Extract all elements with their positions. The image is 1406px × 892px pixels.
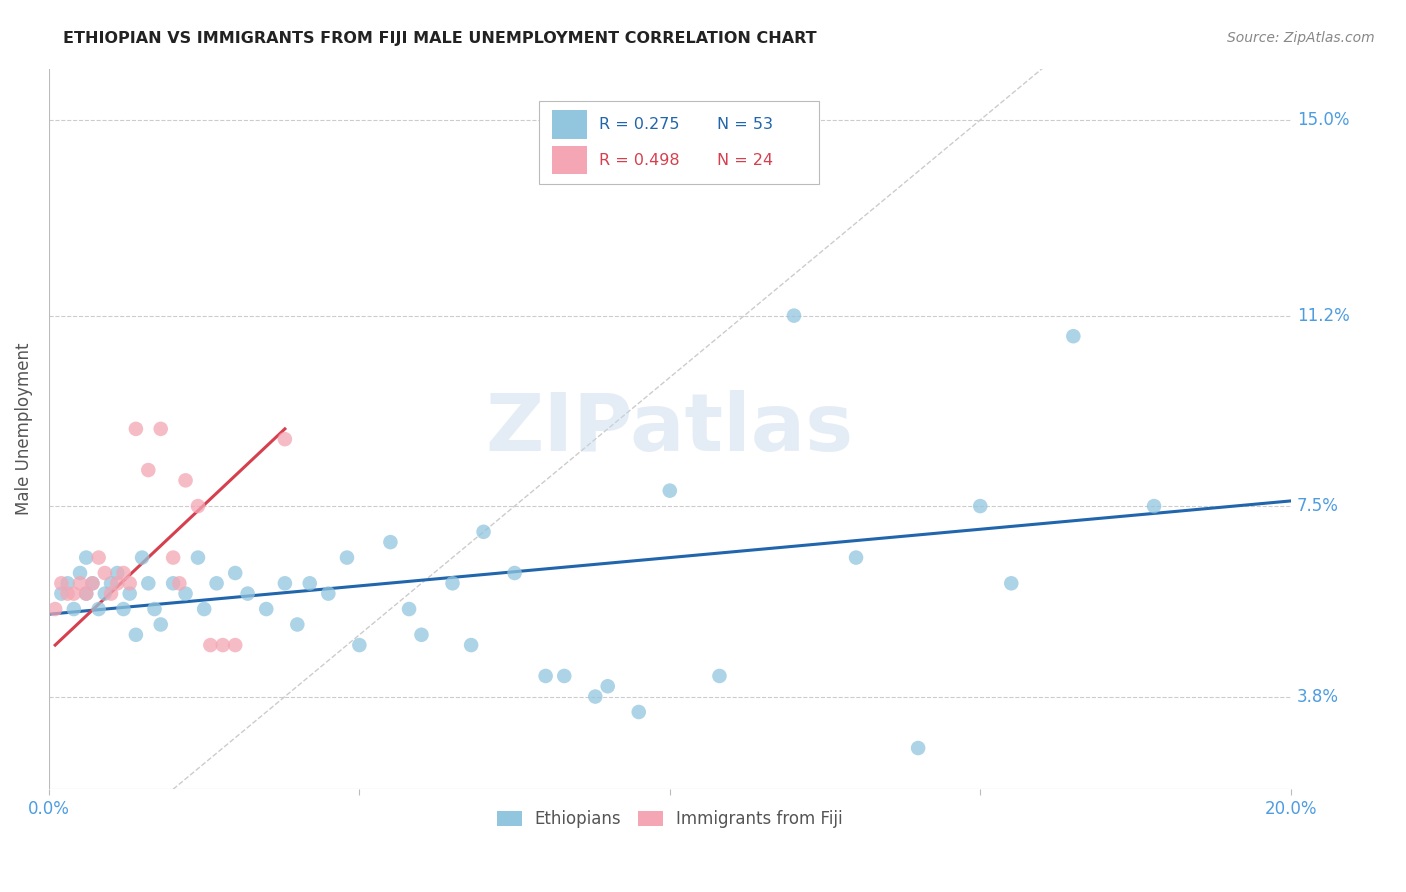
- Point: [75, 586, 97, 600]
- Point: [62, 586, 84, 600]
- Point: [125, 628, 148, 642]
- Point: [105, 576, 128, 591]
- Point: [349, 638, 371, 652]
- Point: [274, 576, 297, 591]
- Point: [174, 586, 197, 600]
- Point: [503, 566, 526, 580]
- Point: [82, 576, 104, 591]
- Point: [75, 586, 97, 600]
- Point: [658, 483, 681, 498]
- Point: [200, 638, 222, 652]
- Point: [44, 602, 66, 616]
- Point: [398, 602, 420, 616]
- Point: [1000, 576, 1022, 591]
- Point: [100, 576, 122, 591]
- Point: [411, 628, 433, 642]
- Point: [143, 602, 166, 616]
- Point: [254, 602, 277, 616]
- Text: ZIPatlas: ZIPatlas: [485, 390, 853, 468]
- Text: Source: ZipAtlas.com: Source: ZipAtlas.com: [1227, 31, 1375, 45]
- Point: [87, 602, 110, 616]
- Point: [583, 690, 606, 704]
- Point: [75, 550, 97, 565]
- Point: [224, 566, 246, 580]
- Text: N = 24: N = 24: [717, 153, 773, 168]
- Point: [125, 422, 148, 436]
- Point: [136, 576, 159, 591]
- Point: [56, 576, 79, 591]
- Point: [149, 422, 172, 436]
- Point: [118, 576, 141, 591]
- Point: [534, 669, 557, 683]
- Point: [336, 550, 359, 565]
- Point: [553, 669, 575, 683]
- Point: [709, 669, 731, 683]
- Point: [187, 499, 209, 513]
- Bar: [551, 111, 586, 139]
- Point: [783, 309, 806, 323]
- Point: [596, 679, 619, 693]
- Point: [131, 550, 153, 565]
- Text: ETHIOPIAN VS IMMIGRANTS FROM FIJI MALE UNEMPLOYMENT CORRELATION CHART: ETHIOPIAN VS IMMIGRANTS FROM FIJI MALE U…: [63, 31, 817, 46]
- Point: [87, 550, 110, 565]
- Point: [62, 602, 84, 616]
- Point: [285, 617, 308, 632]
- Point: [112, 602, 135, 616]
- Legend: Ethiopians, Immigrants from Fiji: Ethiopians, Immigrants from Fiji: [489, 804, 849, 835]
- Point: [845, 550, 868, 565]
- Y-axis label: Male Unemployment: Male Unemployment: [15, 343, 32, 515]
- Point: [94, 586, 117, 600]
- Point: [69, 566, 91, 580]
- Point: [94, 566, 117, 580]
- Point: [187, 550, 209, 565]
- Point: [441, 576, 464, 591]
- Point: [105, 566, 128, 580]
- Text: 15.0%: 15.0%: [1296, 111, 1350, 129]
- Point: [169, 576, 191, 591]
- Point: [136, 463, 159, 477]
- Point: [205, 576, 228, 591]
- Point: [380, 535, 402, 549]
- Point: [236, 586, 259, 600]
- Point: [907, 741, 929, 756]
- Point: [56, 586, 79, 600]
- Point: [69, 576, 91, 591]
- Text: R = 0.275: R = 0.275: [599, 117, 679, 132]
- Text: R = 0.498: R = 0.498: [599, 153, 679, 168]
- Point: [224, 638, 246, 652]
- Point: [1062, 329, 1084, 343]
- Point: [51, 586, 73, 600]
- Text: 3.8%: 3.8%: [1296, 688, 1339, 706]
- Point: [51, 576, 73, 591]
- Point: [112, 566, 135, 580]
- Point: [118, 586, 141, 600]
- FancyBboxPatch shape: [540, 101, 818, 184]
- Text: 7.5%: 7.5%: [1296, 497, 1339, 515]
- Point: [100, 586, 122, 600]
- Point: [627, 705, 650, 719]
- Text: N = 53: N = 53: [717, 117, 773, 132]
- Point: [82, 576, 104, 591]
- Point: [162, 550, 184, 565]
- Point: [193, 602, 215, 616]
- Point: [298, 576, 321, 591]
- Point: [1143, 499, 1166, 513]
- Point: [174, 474, 197, 488]
- Point: [211, 638, 233, 652]
- Point: [162, 576, 184, 591]
- Text: 11.2%: 11.2%: [1296, 307, 1350, 325]
- Point: [969, 499, 991, 513]
- Point: [149, 617, 172, 632]
- Point: [274, 432, 297, 446]
- Point: [472, 524, 495, 539]
- Point: [460, 638, 482, 652]
- Point: [318, 586, 340, 600]
- Bar: [551, 145, 586, 175]
